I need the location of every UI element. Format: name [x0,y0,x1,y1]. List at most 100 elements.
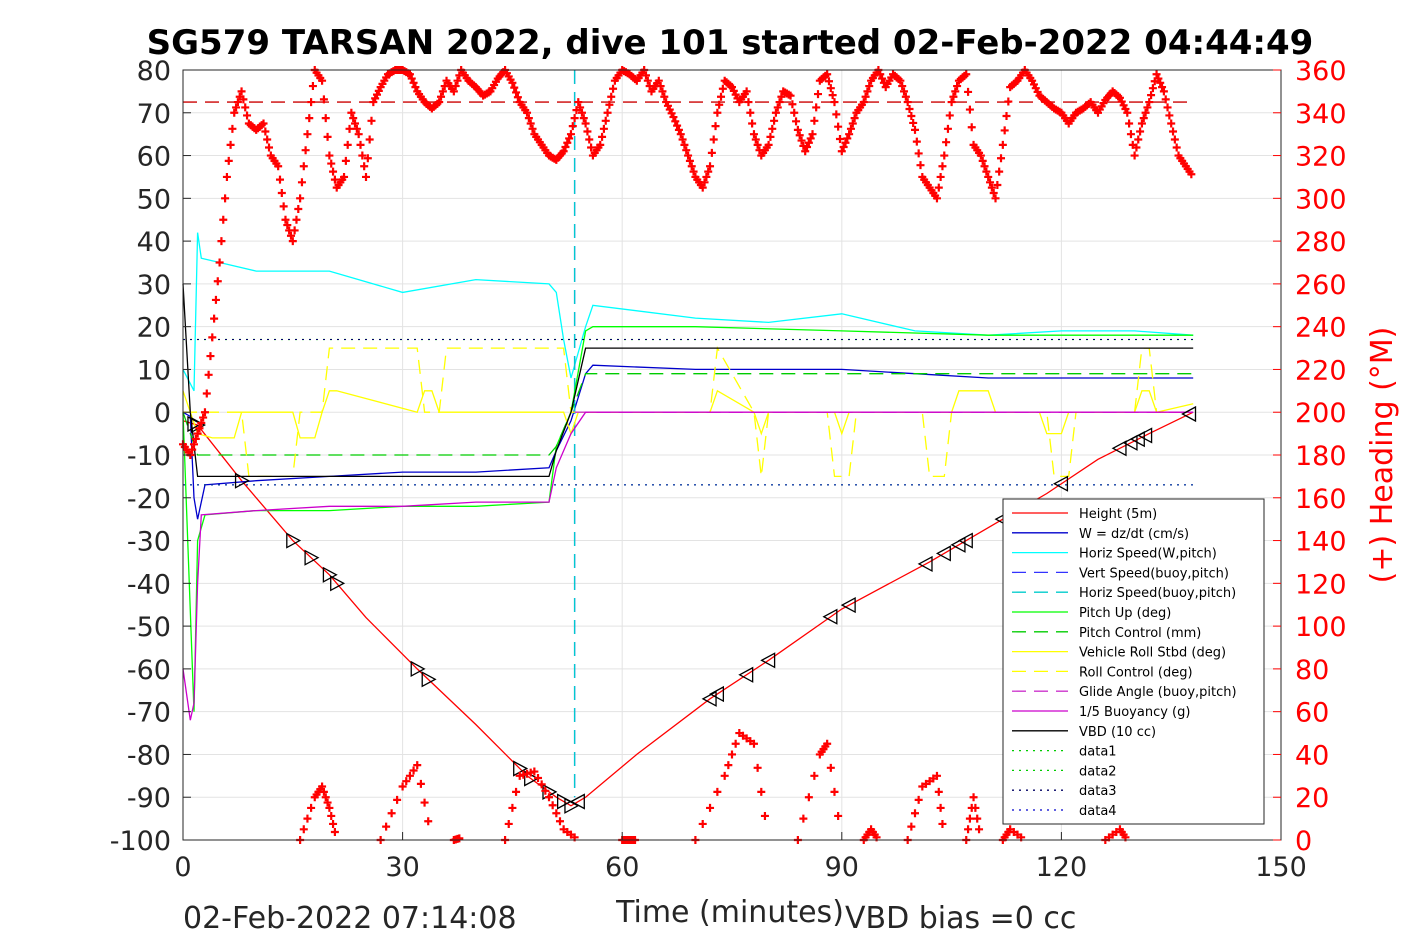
heading-point [832,110,841,119]
heading-point [953,82,962,91]
height-marker [187,415,203,433]
heading-point [792,117,801,126]
heading-point [325,151,334,160]
heading-point [1161,95,1170,104]
heading-point [748,119,757,128]
right-tick-label: 140 [1295,527,1347,558]
heading-point [643,76,652,85]
heading-point [742,87,751,96]
heading-point [711,122,720,131]
heading-point [197,418,206,427]
heading-point [995,167,1004,176]
legend-label: Vehicle Roll Stbd (deg) [1079,646,1226,661]
left-tick-label: -100 [110,826,171,857]
x-tick-label: 60 [605,852,639,883]
heading-point [1148,84,1157,93]
heading-point [347,108,356,117]
heading-point [296,194,305,203]
heading-point [824,77,833,86]
right-tick-label: 80 [1295,655,1329,686]
heading-point [1137,119,1146,128]
height-marker [569,793,585,810]
heading-point [965,105,974,114]
legend-label: Horiz Speed(buoy,pitch) [1079,586,1236,601]
heading-point [896,76,905,85]
heading-point [343,140,352,149]
heading-point [728,750,736,759]
heading-point [263,135,272,144]
right-tick-label: 280 [1295,227,1347,258]
heading-point [1139,114,1148,123]
heading-point [845,130,854,139]
heading-point [909,118,918,127]
heading-point [898,82,907,91]
height-marker [234,472,250,489]
height-marker [330,575,346,592]
heading-point [850,114,859,123]
heading-point [596,140,605,149]
heading-point [863,87,872,96]
heading-point [764,140,773,149]
heading-point [301,146,310,155]
heading-point [760,811,769,820]
heading-point [810,116,819,125]
left-tick-label: 20 [137,313,171,344]
heading-point [193,429,202,438]
heading-point [420,798,429,807]
heading-point [576,103,585,112]
heading-point [449,87,458,96]
heading-point [964,87,973,96]
heading-point [307,803,316,812]
heading-point [325,803,334,812]
heading-point [687,162,696,171]
heading-point [997,154,1006,163]
x-tick-label: 150 [1255,852,1307,883]
legend: Height (5m) W = dz/dt (cm/s) Horiz Speed(W… [1002,498,1265,825]
heading-point [1156,78,1165,87]
heading-point [967,123,976,132]
heading-point [1136,127,1145,136]
legend-label: data3 [1079,784,1117,799]
heading-point [1123,108,1132,117]
heading-point [222,172,231,181]
heading-point [700,178,709,187]
heading-point [704,167,713,176]
heading-point [795,131,804,140]
heading-point [382,822,391,831]
heading-point [552,809,561,818]
heading-point [907,111,916,120]
heading-point [698,183,707,192]
heading-point [585,135,594,144]
heading-point [398,782,407,791]
height-marker [822,608,838,625]
heading-point [718,84,727,93]
heading-point [980,162,989,171]
heading-point [793,125,802,134]
heading-point [823,70,832,79]
heading-point [579,114,588,123]
heading-point [555,817,564,826]
heading-point [682,146,691,155]
heading-point [407,74,416,83]
left-tick-labels: 80 70 60 50 40 30 20 10 0 -10 -20 -30 -40 -50 -60 -70 -8… [110,56,191,857]
x-tick-label: 30 [385,852,419,883]
heading-point [424,817,433,826]
heading-point [405,70,414,79]
series-layer [182,70,1194,807]
heading-point [685,156,694,165]
heading-point [949,92,958,101]
heading-point [914,149,923,158]
heading-point [1000,126,1009,135]
heading-point [768,124,777,133]
heading-point [387,809,396,818]
heading-point [901,92,910,101]
heading-point [757,787,766,796]
legend-label: Pitch Up (deg) [1079,606,1171,621]
height-marker [950,536,966,553]
heading-point [706,162,715,171]
heading-point [393,795,402,804]
heading-point [656,82,665,91]
height-marker [421,671,437,688]
height-marker [935,545,951,562]
heading-point [565,134,574,143]
